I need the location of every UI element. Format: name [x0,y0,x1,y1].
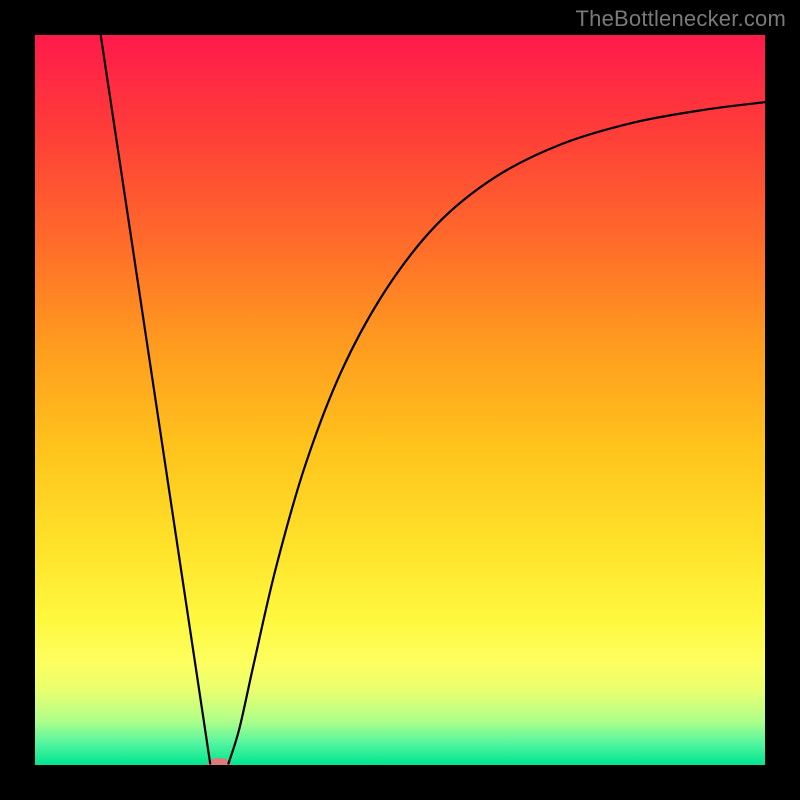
chart-container: TheBottlenecker.com [0,0,800,800]
minimum-marker [207,758,230,765]
plot-area [35,35,765,765]
watermark-text: TheBottlenecker.com [576,6,786,32]
gradient-background [35,35,765,765]
